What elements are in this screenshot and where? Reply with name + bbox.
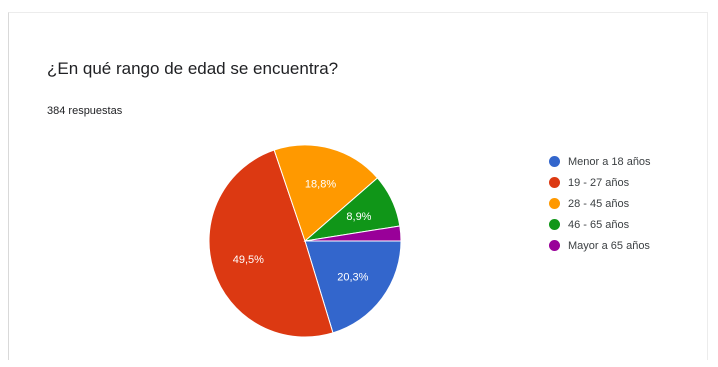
pie-slice-menor-18[interactable] (304, 240, 402, 334)
legend-swatch-icon (549, 156, 560, 167)
pie-slice-28-45[interactable] (273, 144, 379, 242)
legend-swatch-icon (549, 198, 560, 209)
question-title: ¿En qué rango de edad se encuentra? (47, 59, 339, 78)
pie-chart: 20,3% 49,5% 18,8% 8,9% (208, 144, 402, 338)
slice-label-28-45: 18,8% (305, 179, 336, 191)
slice-label-19-27: 49,5% (233, 254, 264, 266)
response-count: 384 respuestas (47, 105, 123, 117)
legend-label: 19 - 27 años (568, 176, 630, 189)
legend-label: Menor a 18 años (568, 155, 651, 168)
legend-swatch-icon (549, 177, 560, 188)
legend-item-46-65[interactable]: 46 - 65 años (549, 214, 651, 235)
legend-item-mayor-65[interactable]: Mayor a 65 años (549, 235, 651, 256)
legend-label: 28 - 45 años (568, 197, 630, 210)
legend-item-19-27[interactable]: 19 - 27 años (549, 172, 651, 193)
legend-label: Mayor a 65 años (568, 239, 650, 252)
pie-slice-19-27[interactable] (208, 149, 334, 338)
slice-label-46-65: 8,9% (346, 211, 371, 223)
chart-legend: Menor a 18 años 19 - 27 años 28 - 45 años 4… (549, 151, 651, 256)
legend-item-28-45[interactable]: 28 - 45 años (549, 193, 651, 214)
slice-label-menor-18: 20,3% (337, 271, 368, 283)
legend-swatch-icon (549, 219, 560, 230)
legend-label: 46 - 65 años (568, 218, 630, 231)
legend-swatch-icon (549, 240, 560, 251)
legend-item-menor-18[interactable]: Menor a 18 años (549, 151, 651, 172)
pie-slice-mayor-65[interactable] (304, 225, 402, 242)
chart-card: ¿En qué rango de edad se encuentra? 384 … (8, 12, 708, 360)
